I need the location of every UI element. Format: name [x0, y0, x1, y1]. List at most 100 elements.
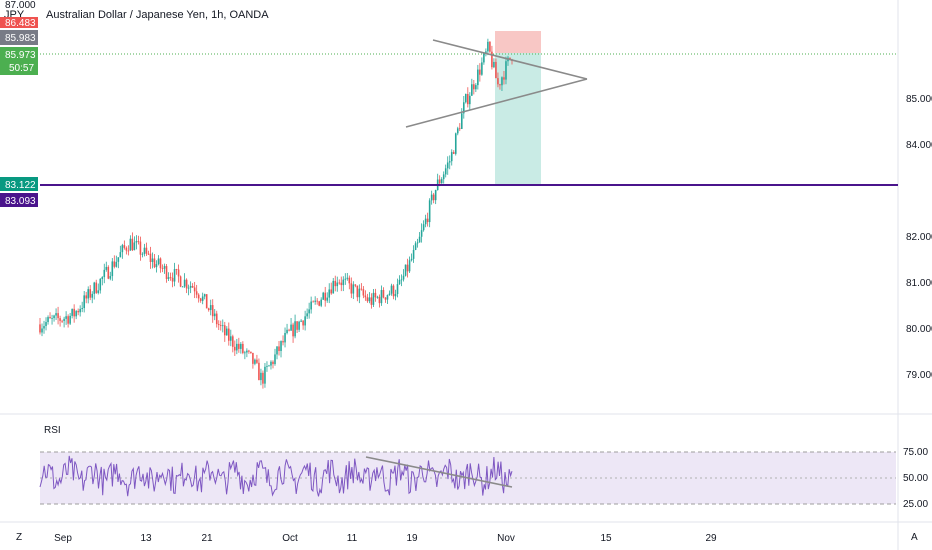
candle-body — [318, 301, 320, 306]
candle-body — [364, 295, 367, 298]
candle-body — [270, 361, 272, 366]
candle-body — [191, 285, 194, 288]
candle-body — [446, 162, 449, 169]
candle-body — [276, 346, 278, 355]
take-profit-zone[interactable] — [495, 53, 541, 185]
price-candles — [39, 38, 513, 389]
candle-body — [109, 276, 112, 279]
candle-body — [346, 277, 349, 279]
rsi-label: RSI — [44, 425, 61, 436]
candle-body — [308, 309, 310, 314]
candle-body — [354, 284, 357, 286]
rsi-trendline[interactable] — [365, 456, 513, 488]
candle-body — [356, 285, 359, 298]
candle-body — [125, 247, 128, 251]
bar-countdown: 50:57 — [9, 63, 34, 74]
candle-body — [491, 51, 493, 68]
candle-body — [252, 352, 254, 364]
candle-body — [292, 324, 294, 337]
candle-body — [422, 224, 425, 231]
candle-body — [89, 289, 92, 298]
auto-scale-button[interactable]: A — [911, 532, 918, 543]
candle-body — [268, 365, 270, 367]
triangle-upper-line[interactable] — [432, 39, 588, 80]
candle-body — [217, 324, 220, 326]
rsi-axis[interactable]: 75.00 50.00 25.00 — [903, 447, 928, 510]
candle-body — [420, 230, 423, 237]
candle-body — [380, 289, 383, 304]
candle-body — [75, 311, 77, 317]
price-axis-label: 85.000 — [906, 94, 932, 105]
stop-loss-zone[interactable] — [495, 31, 541, 53]
candle-body — [280, 341, 282, 351]
candle-body — [244, 352, 246, 354]
candle-body — [489, 41, 491, 52]
candle-body — [274, 354, 276, 365]
candle-body — [137, 241, 140, 242]
candle-body — [326, 297, 329, 301]
candle-body — [424, 218, 427, 225]
candle-body — [338, 282, 341, 284]
candle-body — [135, 241, 138, 243]
zoom-button[interactable]: Z — [16, 532, 22, 543]
candle-body — [67, 316, 69, 324]
candle-body — [195, 291, 198, 295]
candle-body — [61, 320, 63, 322]
candle-body — [324, 292, 327, 301]
candle-body — [143, 247, 146, 254]
candle-body — [225, 328, 228, 336]
price-axis-label: 80.000 — [906, 324, 932, 335]
candle-body — [306, 313, 308, 317]
candle-body — [43, 326, 45, 329]
time-axis-label: Nov — [497, 533, 515, 544]
candle-body — [322, 292, 324, 300]
candle-body — [336, 282, 339, 287]
candle-body — [481, 62, 483, 75]
candle-body — [65, 316, 67, 319]
candle-body — [232, 336, 234, 347]
candle-body — [254, 359, 256, 364]
triangle-lower-line[interactable] — [405, 78, 588, 128]
candle-body — [358, 288, 361, 298]
candle-body — [95, 282, 98, 293]
candle-body — [288, 329, 290, 331]
candle-body — [127, 250, 130, 252]
candle-body — [370, 297, 373, 305]
candle-body — [83, 295, 85, 309]
rsi-axis-label: 50.00 — [903, 473, 928, 484]
candle-body — [129, 238, 132, 251]
candle-body — [469, 95, 471, 105]
candle-body — [340, 282, 343, 286]
candle-body — [430, 194, 433, 201]
candle-body — [161, 268, 164, 270]
symmetrical-triangle-drawing[interactable] — [405, 39, 588, 128]
candle-body — [209, 305, 212, 311]
candle-body — [286, 329, 288, 334]
candle-body — [187, 287, 190, 289]
candle-body — [378, 296, 381, 304]
candle-body — [501, 77, 503, 86]
candle-body — [57, 313, 59, 319]
candle-body — [428, 200, 431, 223]
rsi-axis-label: 75.00 — [903, 447, 928, 458]
candle-body — [296, 321, 298, 330]
candle-body — [332, 280, 335, 294]
candle-body — [282, 341, 284, 343]
candle-body — [350, 283, 353, 294]
time-axis[interactable]: Sep 13 21 Oct 11 19 Nov 15 29 — [54, 533, 717, 544]
candle-body — [91, 293, 94, 298]
candle-body — [207, 308, 210, 311]
price-axis-label: 81.000 — [906, 278, 932, 289]
candle-body — [197, 294, 200, 299]
chart-title: Australian Dollar / Japanese Yen, 1h, OA… — [46, 9, 269, 21]
candle-body — [169, 277, 172, 279]
candle-body — [483, 53, 485, 63]
candle-body — [258, 362, 260, 381]
candle-body — [119, 252, 122, 258]
candle-body — [264, 366, 266, 384]
candle-body — [348, 277, 351, 284]
candle-body — [219, 325, 222, 326]
candle-body — [418, 236, 421, 243]
price-axis[interactable]: 79.000 80.000 81.000 82.000 84.000 85.000 — [906, 94, 932, 381]
candle-body — [444, 168, 447, 175]
